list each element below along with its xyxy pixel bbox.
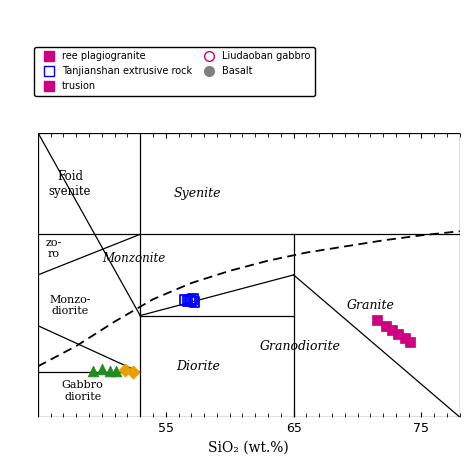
Point (401, 334, 409, 342)
Legend: ree plagiogranite, Tanjianshan extrusive rock, trusion, Liudaoban gabbro, Basalt: ree plagiogranite, Tanjianshan extrusive… (34, 46, 315, 96)
Point (388, 326, 396, 334)
Point (188, 297, 195, 305)
Point (112, 368, 120, 375)
Point (406, 338, 414, 346)
Text: zo-
ro: zo- ro (45, 238, 62, 259)
Point (184, 298, 191, 305)
Text: Syenite: Syenite (174, 187, 221, 200)
Point (186, 296, 194, 303)
Point (89, 368, 97, 375)
Point (106, 368, 113, 375)
Point (395, 330, 402, 337)
Point (121, 366, 128, 374)
Text: Monzo-
diorite: Monzo- diorite (49, 295, 91, 316)
Text: Granodiorite: Granodiorite (260, 339, 340, 353)
Text: Granite: Granite (346, 299, 394, 312)
Point (382, 322, 390, 329)
Point (129, 369, 137, 376)
Point (191, 298, 198, 306)
Text: Gabbro
diorite: Gabbro diorite (62, 380, 103, 401)
Text: Monzonite: Monzonite (102, 252, 165, 265)
Point (98, 365, 106, 373)
Point (373, 316, 381, 323)
Point (190, 295, 197, 303)
X-axis label: SiO₂ (wt.%): SiO₂ (wt.%) (209, 440, 289, 455)
Text: Foid
syenite: Foid syenite (49, 170, 91, 198)
Point (181, 297, 189, 304)
Text: Diorite: Diorite (176, 360, 219, 373)
